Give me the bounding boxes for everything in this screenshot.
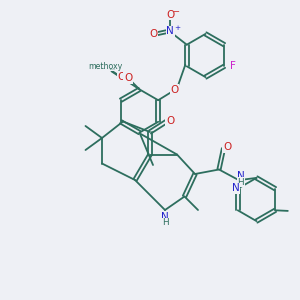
Text: methyl: methyl — [101, 68, 106, 70]
Text: −: − — [172, 7, 179, 16]
Text: N: N — [167, 26, 174, 36]
Text: O: O — [166, 116, 174, 127]
Text: N: N — [237, 171, 245, 182]
Text: O: O — [171, 85, 179, 95]
Text: H: H — [162, 218, 168, 227]
Text: F: F — [230, 61, 236, 71]
Text: H: H — [238, 178, 244, 187]
Text: O: O — [166, 10, 174, 20]
Text: O: O — [150, 29, 158, 39]
Text: N: N — [161, 212, 169, 222]
Text: N: N — [232, 183, 239, 193]
Text: O: O — [223, 142, 231, 152]
Text: methoxy: methoxy — [110, 69, 116, 70]
Text: O: O — [117, 72, 126, 82]
Text: O: O — [124, 73, 132, 83]
Text: methoxy: methoxy — [88, 62, 122, 71]
Text: +: + — [174, 25, 180, 31]
